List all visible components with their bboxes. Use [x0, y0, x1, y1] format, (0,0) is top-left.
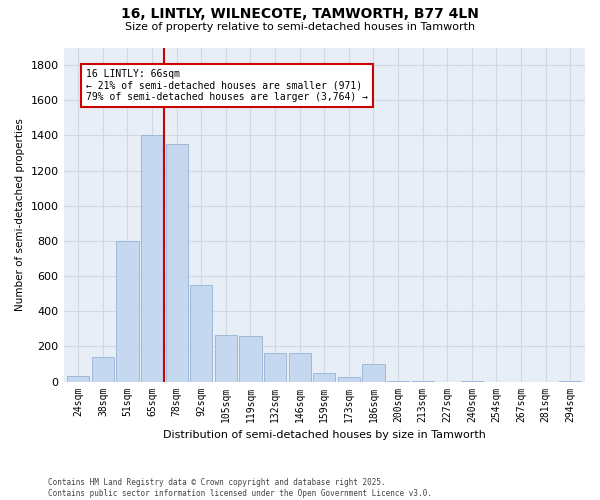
Bar	[92, 357, 114, 382]
Bar	[559, 380, 581, 382]
Text: 16 LINTLY: 66sqm
← 21% of semi-detached houses are smaller (971)
79% of semi-det: 16 LINTLY: 66sqm ← 21% of semi-detached …	[86, 68, 368, 102]
Bar	[387, 380, 409, 382]
Bar	[289, 354, 311, 382]
Bar	[141, 136, 163, 382]
Bar	[239, 336, 262, 382]
X-axis label: Distribution of semi-detached houses by size in Tamworth: Distribution of semi-detached houses by …	[163, 430, 486, 440]
Y-axis label: Number of semi-detached properties: Number of semi-detached properties	[15, 118, 25, 311]
Bar	[215, 335, 237, 382]
Bar	[190, 285, 212, 382]
Bar	[412, 380, 434, 382]
Bar	[67, 376, 89, 382]
Bar	[461, 380, 483, 382]
Bar	[362, 364, 385, 382]
Text: Contains HM Land Registry data © Crown copyright and database right 2025.
Contai: Contains HM Land Registry data © Crown c…	[48, 478, 432, 498]
Text: 16, LINTLY, WILNECOTE, TAMWORTH, B77 4LN: 16, LINTLY, WILNECOTE, TAMWORTH, B77 4LN	[121, 8, 479, 22]
Bar	[264, 354, 286, 382]
Bar	[313, 373, 335, 382]
Bar	[338, 377, 360, 382]
Bar	[116, 241, 139, 382]
Bar	[166, 144, 188, 382]
Text: Size of property relative to semi-detached houses in Tamworth: Size of property relative to semi-detach…	[125, 22, 475, 32]
